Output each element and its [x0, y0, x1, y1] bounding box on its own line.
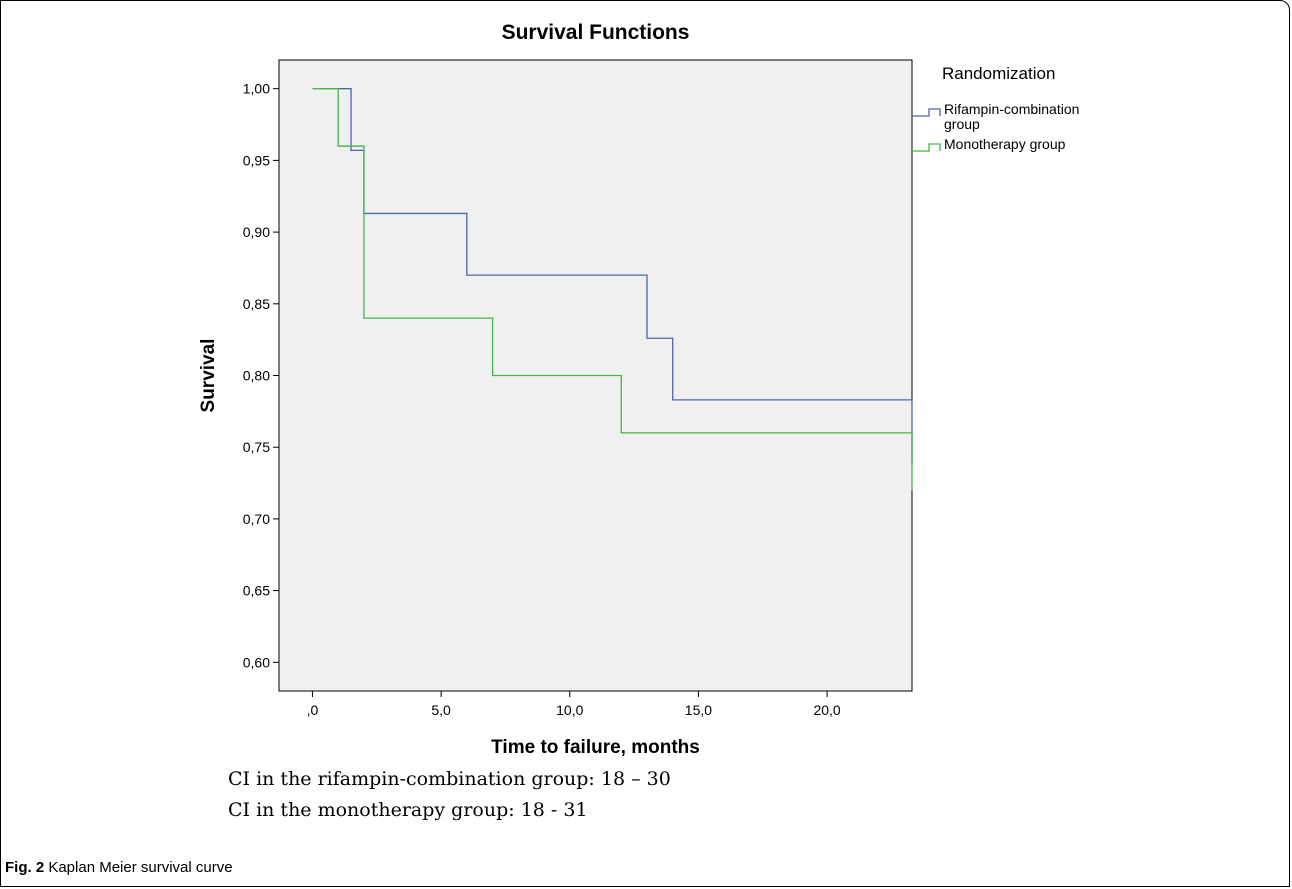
- y-tick-label: 1,00: [243, 81, 270, 97]
- ci-note-monotherapy: CI in the monotherapy group: 18 - 31: [228, 799, 588, 821]
- y-tick-label: 0,75: [243, 439, 270, 455]
- x-tick-label: 15,0: [685, 702, 712, 718]
- x-tick-label: 20,0: [813, 702, 840, 718]
- x-tick-label: 5,0: [431, 702, 451, 718]
- legend-label: group: [944, 116, 980, 132]
- series-lines: [312, 88, 913, 491]
- chart-title: Survival Functions: [502, 21, 690, 44]
- y-tick-label: 0,80: [243, 368, 270, 384]
- y-tick-label: 0,85: [243, 296, 270, 312]
- legend-title: Randomization: [942, 64, 1055, 83]
- legend-swatch: [912, 108, 941, 117]
- ci-notes: CI in the rifampin-combination group: 18…: [228, 764, 671, 826]
- figure-label: Fig. 2: [5, 859, 45, 876]
- ci-note-rifampin: CI in the rifampin-combination group: 18…: [228, 768, 671, 790]
- x-axis-title: Time to failure, months: [491, 737, 700, 758]
- legend-label: Rifampin-combination: [944, 101, 1079, 117]
- y-tick-label: 0,65: [243, 583, 270, 599]
- y-axis: 0,60 0,65 0,70 0,75 0,80 0,85 0,90 0,95 1,00: [243, 81, 279, 670]
- y-tick-label: 0,90: [243, 224, 270, 240]
- figure-caption-text: Kaplan Meier survival curve: [44, 859, 233, 876]
- y-tick-label: 0,70: [243, 511, 270, 527]
- legend-swatch: [912, 143, 941, 152]
- y-tick-label: 0,95: [243, 152, 270, 168]
- series-line-rifampin-combination: [338, 88, 913, 463]
- y-tick-label: 0,60: [243, 654, 270, 670]
- x-tick-label: ,0: [307, 702, 319, 718]
- x-tick-label: 10,0: [556, 702, 583, 718]
- legend-label: Monotherapy group: [944, 136, 1066, 152]
- figure-caption: Fig. 2 Kaplan Meier survival curve: [5, 859, 233, 876]
- y-axis-title: Survival: [198, 339, 219, 413]
- x-axis: ,0 5,0 10,0 15,0 20,0: [307, 691, 841, 718]
- series-line-monotherapy: [312, 88, 913, 491]
